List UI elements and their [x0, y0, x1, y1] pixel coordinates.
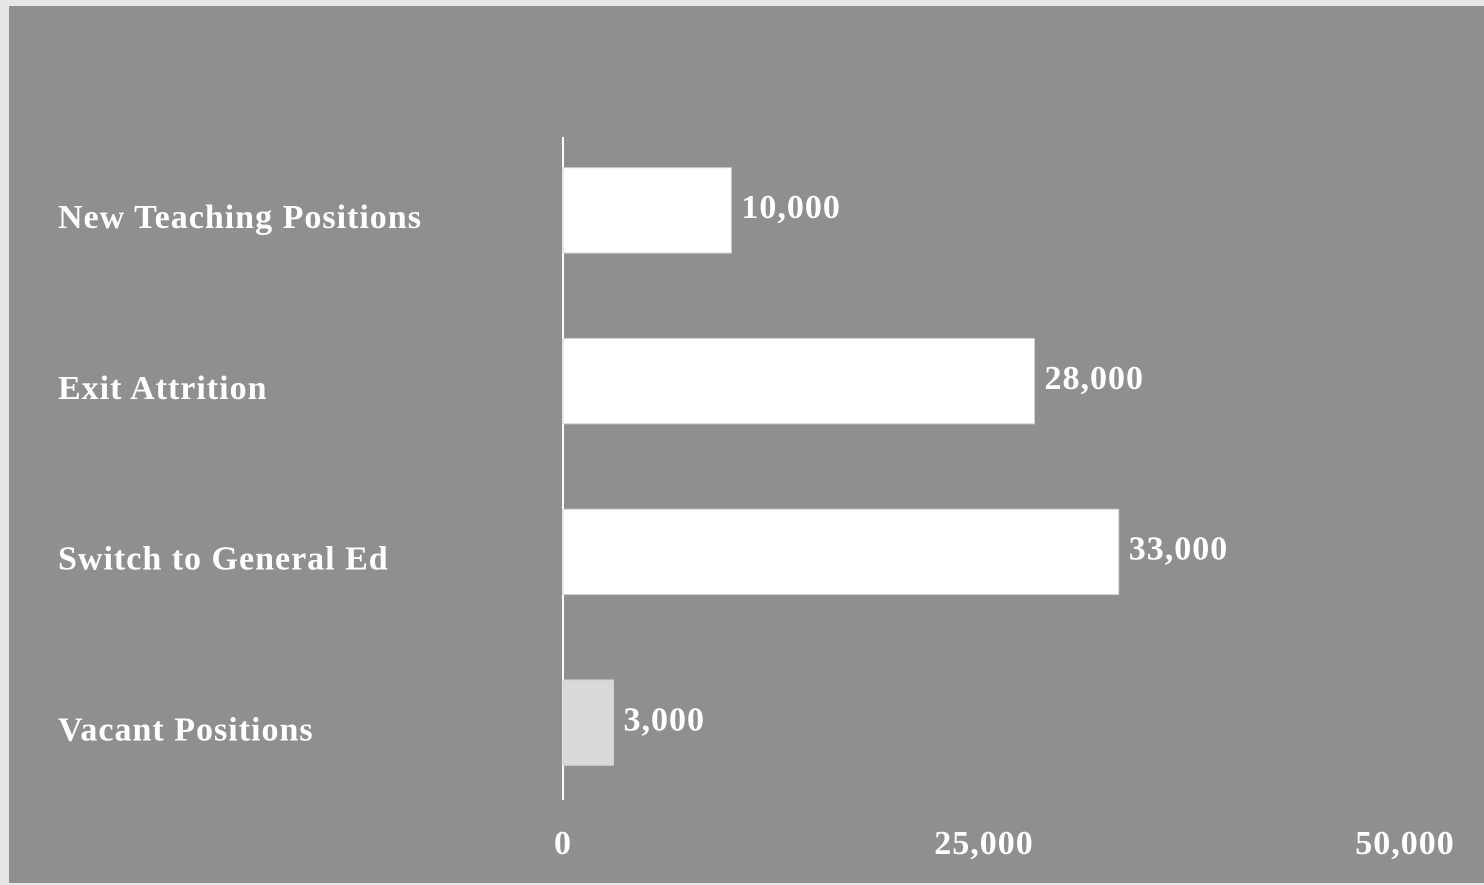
y-tick-label: New Teaching Positions — [58, 199, 422, 236]
bar — [562, 679, 615, 766]
bar — [562, 167, 732, 254]
x-tick-label: 50,000 — [1355, 825, 1455, 862]
y-tick-label: Vacant Positions — [58, 711, 314, 748]
value-label: 28,000 — [1045, 360, 1145, 397]
bar — [562, 508, 1120, 596]
plot-background — [9, 6, 1484, 883]
y-tick-label: Exit Attrition — [58, 370, 267, 407]
value-label: 33,000 — [1129, 531, 1229, 568]
value-label: 3,000 — [624, 701, 706, 738]
x-tick-label: 25,000 — [934, 825, 1034, 862]
bar — [562, 337, 1036, 425]
y-tick-label: Switch to General Ed — [58, 541, 389, 578]
value-label: 10,000 — [741, 189, 841, 226]
x-tick-label: 0 — [554, 825, 572, 862]
